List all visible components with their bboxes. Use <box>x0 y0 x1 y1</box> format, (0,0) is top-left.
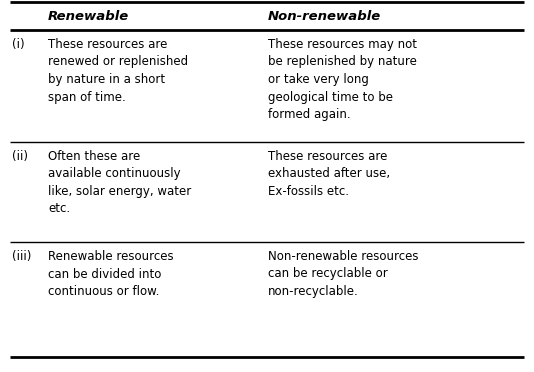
Text: These resources may not
be replenished by nature
or take very long
geological ti: These resources may not be replenished b… <box>268 38 417 121</box>
Text: Non-renewable resources
can be recyclable or
non-recyclable.: Non-renewable resources can be recyclabl… <box>268 250 419 298</box>
Text: Renewable: Renewable <box>48 10 129 22</box>
Text: (i): (i) <box>12 38 25 51</box>
Text: Non-renewable: Non-renewable <box>268 10 381 22</box>
Text: These resources are
renewed or replenished
by nature in a short
span of time.: These resources are renewed or replenish… <box>48 38 188 103</box>
Text: Renewable resources
can be divided into
continuous or flow.: Renewable resources can be divided into … <box>48 250 174 298</box>
Text: (ii): (ii) <box>12 150 28 163</box>
Text: These resources are
exhausted after use,
Ex-fossils etc.: These resources are exhausted after use,… <box>268 150 390 198</box>
Text: (iii): (iii) <box>12 250 32 263</box>
Text: Often these are
available continuously
like, solar energy, water
etc.: Often these are available continuously l… <box>48 150 191 215</box>
